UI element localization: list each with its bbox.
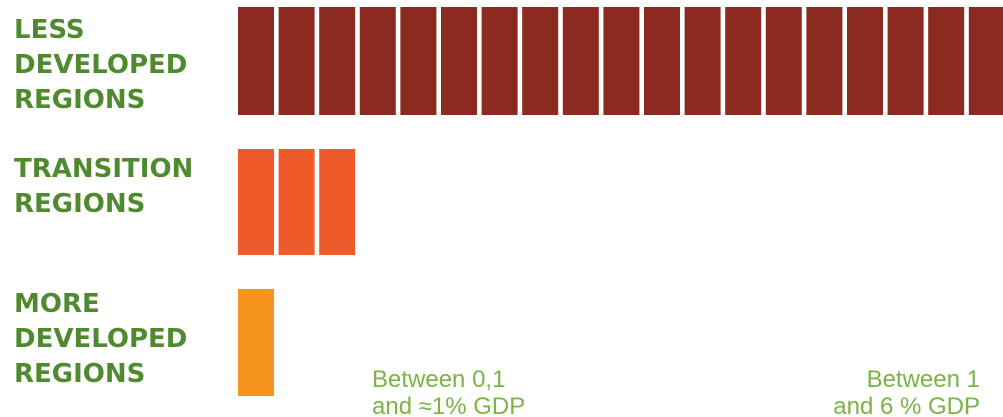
bar-unit-0-7: [522, 7, 559, 115]
bar-unit-0-2: [319, 7, 356, 115]
category-label-2-line-0: MORE: [14, 289, 100, 319]
bar-group-0: LESS DEVELOPED REGIONS: [14, 7, 1003, 115]
bar-group-1: TRANSITION REGIONS: [14, 149, 356, 255]
bar-unit-0-18: [968, 7, 1003, 115]
annotation-1-line-0: Between 1: [867, 366, 980, 393]
category-label-2-line-1: DEVELOPED: [14, 324, 187, 354]
category-label-1-line-1: REGIONS: [14, 189, 145, 219]
bar-unit-0-14: [806, 7, 843, 115]
bar-unit-0-12: [725, 7, 762, 115]
bar-unit-0-4: [400, 7, 437, 115]
bar-unit-0-3: [359, 7, 396, 115]
bar-unit-0-16: [887, 7, 924, 115]
bar-unit-1-2: [319, 149, 356, 255]
bar-unit-0-1: [278, 7, 315, 115]
bar-unit-0-10: [644, 7, 680, 115]
category-label-0-line-1: DEVELOPED: [14, 50, 187, 80]
bar-unit-0-17: [928, 7, 965, 115]
category-label-0-line-0: LESS: [14, 15, 85, 45]
bar-unit-0-9: [603, 7, 640, 115]
annotation-1-line-1: and 6 % GDP: [833, 393, 980, 417]
bar-unit-2-0: [238, 289, 274, 396]
bar-unit-0-5: [441, 7, 477, 115]
bar-unit-0-6: [481, 7, 518, 115]
annotation-0-line-1: and ≈1% GDP: [372, 393, 525, 417]
category-label-1-line-0: TRANSITION: [14, 154, 193, 184]
annotation-0-line-0: Between 0,1: [372, 366, 505, 393]
bar-unit-0-8: [562, 7, 599, 115]
bar-unit-1-1: [278, 149, 315, 255]
bar-unit-0-11: [684, 7, 721, 115]
category-label-0-line-2: REGIONS: [14, 85, 145, 115]
bar-unit-0-15: [847, 7, 883, 115]
bar-unit-0-13: [765, 7, 802, 115]
category-label-2-line-2: REGIONS: [14, 359, 145, 389]
bar-unit-1-0: [238, 149, 274, 255]
bar-unit-0-0: [238, 7, 274, 115]
bar-group-2: MORE DEVELOPED REGIONS: [14, 289, 274, 396]
